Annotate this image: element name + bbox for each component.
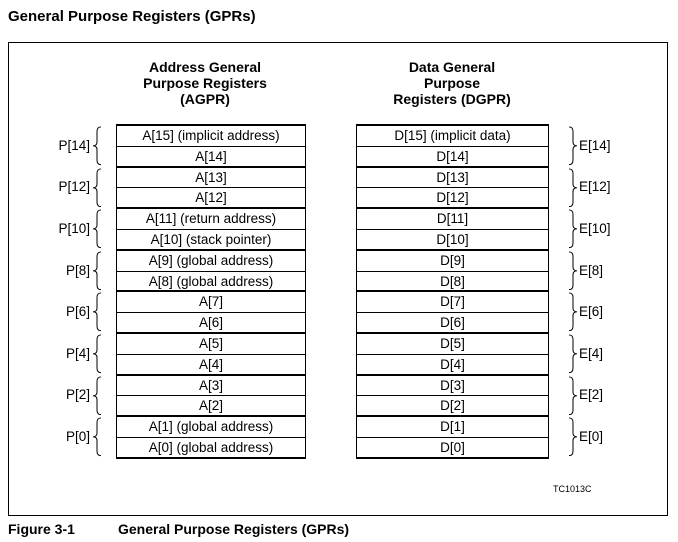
dgpr-register-cell: D[12] [357, 188, 548, 210]
p-pair-label: P[12] [58, 179, 90, 195]
dgpr-heading: Data General Purpose Registers (DGPR) [365, 59, 539, 107]
dgpr-register-stack: D[15] (implicit data) D[14] D[13] D[12] D[11… [356, 124, 549, 459]
dgpr-register-cell: D[0] [357, 438, 548, 459]
figure-frame [8, 42, 668, 516]
agpr-register-cell: A[3] [117, 376, 305, 397]
dgpr-register-cell: D[9] [357, 251, 548, 272]
dgpr-register-cell: D[7] [357, 292, 548, 314]
dgpr-register-cell: D[11] [357, 209, 548, 230]
figure-caption-text: General Purpose Registers (GPRs) [118, 521, 350, 537]
agpr-register-cell: A[6] [117, 313, 305, 334]
agpr-register-cell: A[12] [117, 188, 305, 210]
agpr-register-cell: A[13] [117, 168, 305, 189]
agpr-heading-line: Purpose Registers [143, 75, 267, 91]
dgpr-register-cell: D[14] [357, 147, 548, 168]
page-title: General Purpose Registers (GPRs) [8, 8, 256, 25]
dgpr-register-cell: D[15] (implicit data) [357, 126, 548, 147]
left-brace-icon [92, 292, 102, 332]
dgpr-heading-line: Registers (DGPR) [393, 91, 511, 107]
figure-code: TC1013C [553, 484, 592, 494]
left-brace-icon [92, 334, 102, 374]
dgpr-register-cell: D[3] [357, 376, 548, 397]
right-brace-icon [568, 209, 578, 249]
right-brace-icon [568, 126, 578, 166]
right-brace-icon [568, 251, 578, 291]
left-brace-icon [92, 417, 102, 457]
p-pair-label: P[10] [58, 221, 90, 236]
agpr-register-cell: A[5] [117, 334, 305, 355]
agpr-register-cell: A[8] (global address) [117, 272, 305, 293]
agpr-register-cell: A[1] (global address) [117, 417, 305, 438]
agpr-register-cell: A[4] [117, 355, 305, 376]
dgpr-register-cell: D[2] [357, 396, 548, 418]
left-brace-icon [92, 168, 102, 208]
left-brace-icon [92, 209, 102, 249]
e-pair-label: E[14] [579, 137, 611, 153]
p-pair-label: P[8] [65, 262, 90, 278]
right-brace-icon [568, 168, 578, 208]
agpr-register-cell: A[15] (implicit address) [117, 126, 305, 147]
e-pair-label: E[6] [579, 304, 604, 320]
right-brace-icon [568, 334, 578, 374]
agpr-register-cell: A[7] [117, 292, 305, 314]
left-brace-icon [92, 376, 102, 416]
agpr-register-cell: A[9] (global address) [117, 251, 305, 272]
agpr-register-stack: A[15] (implicit address) A[14] A[13] A[12] A… [116, 124, 306, 459]
left-brace-icon [92, 126, 102, 166]
right-brace-icon [568, 417, 578, 457]
dgpr-heading-line: Purpose [423, 75, 480, 91]
figure-number: Figure 3-1 [8, 521, 75, 537]
e-pair-label: E[2] [579, 387, 604, 403]
right-brace-icon [568, 376, 578, 416]
agpr-heading-line: Address General [148, 59, 262, 75]
agpr-register-cell: A[0] (global address) [117, 438, 305, 459]
agpr-register-cell: A[10] (stack pointer) [117, 230, 305, 251]
left-brace-icon [92, 251, 102, 291]
figure-caption: Figure 3-1 General Purpose Registers (GPR… [8, 521, 349, 537]
agpr-register-cell: A[2] [117, 396, 305, 418]
e-pair-label: E[10] [579, 221, 611, 236]
e-pair-label: E[8] [579, 262, 604, 278]
dgpr-register-cell: D[4] [357, 355, 548, 376]
right-brace-icon [568, 292, 578, 332]
dgpr-register-cell: D[1] [357, 417, 548, 438]
agpr-heading-line: (AGPR) [180, 91, 230, 107]
p-pair-label: P[4] [65, 345, 90, 361]
dgpr-register-cell: D[13] [357, 168, 548, 189]
agpr-heading: Address General Purpose Registers (AGPR) [118, 59, 292, 107]
e-pair-label: E[4] [579, 345, 604, 361]
p-pair-label: P[0] [65, 429, 90, 444]
dgpr-register-cell: D[5] [357, 334, 548, 355]
e-pair-label: E[0] [579, 429, 604, 444]
p-pair-label: P[6] [65, 304, 90, 320]
dgpr-register-cell: D[10] [357, 230, 548, 251]
e-pair-label: E[12] [579, 179, 611, 195]
agpr-register-cell: A[14] [117, 147, 305, 168]
dgpr-register-cell: D[6] [357, 313, 548, 334]
p-pair-label: P[2] [65, 387, 90, 403]
p-pair-label: P[14] [58, 137, 90, 153]
dgpr-heading-line: Data General [408, 59, 496, 75]
agpr-register-cell: A[11] (return address) [117, 209, 305, 230]
dgpr-register-cell: D[8] [357, 272, 548, 293]
